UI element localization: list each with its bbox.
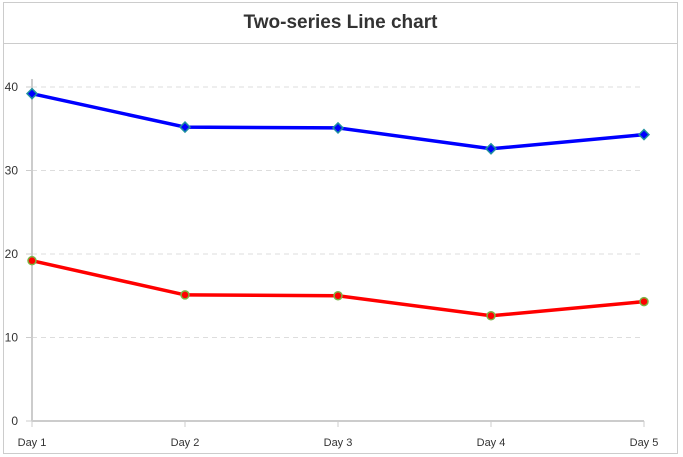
y-tick-label: 0: [11, 414, 18, 428]
series-2-point: [333, 291, 343, 301]
series-2-point: [27, 255, 37, 266]
y-tick-label: 20: [5, 247, 19, 261]
y-tick-label: 10: [5, 331, 19, 345]
x-tick-label: Day 2: [171, 437, 200, 449]
series-2-point: [639, 296, 649, 307]
series-1-point: [178, 121, 192, 134]
series-1-point: [637, 128, 651, 141]
y-tick-label: 40: [5, 80, 19, 94]
x-tick-label: Day 4: [477, 437, 506, 449]
series-1-point: [484, 142, 498, 155]
series-1-point: [331, 121, 345, 134]
series-2-point: [180, 290, 190, 300]
series-line-1: [31, 91, 645, 151]
series-2-point: [486, 311, 496, 321]
x-tick-label: Day 5: [630, 437, 659, 449]
series-line-2: [31, 258, 645, 318]
y-tick-label: 30: [5, 164, 19, 178]
x-tick-label: Day 3: [324, 437, 353, 449]
chart-container: Two-series Line chart: [3, 2, 678, 454]
series-1-point: [25, 87, 39, 100]
x-tick-label: Day 1: [18, 437, 47, 449]
chart-title: Two-series Line chart: [4, 3, 677, 44]
